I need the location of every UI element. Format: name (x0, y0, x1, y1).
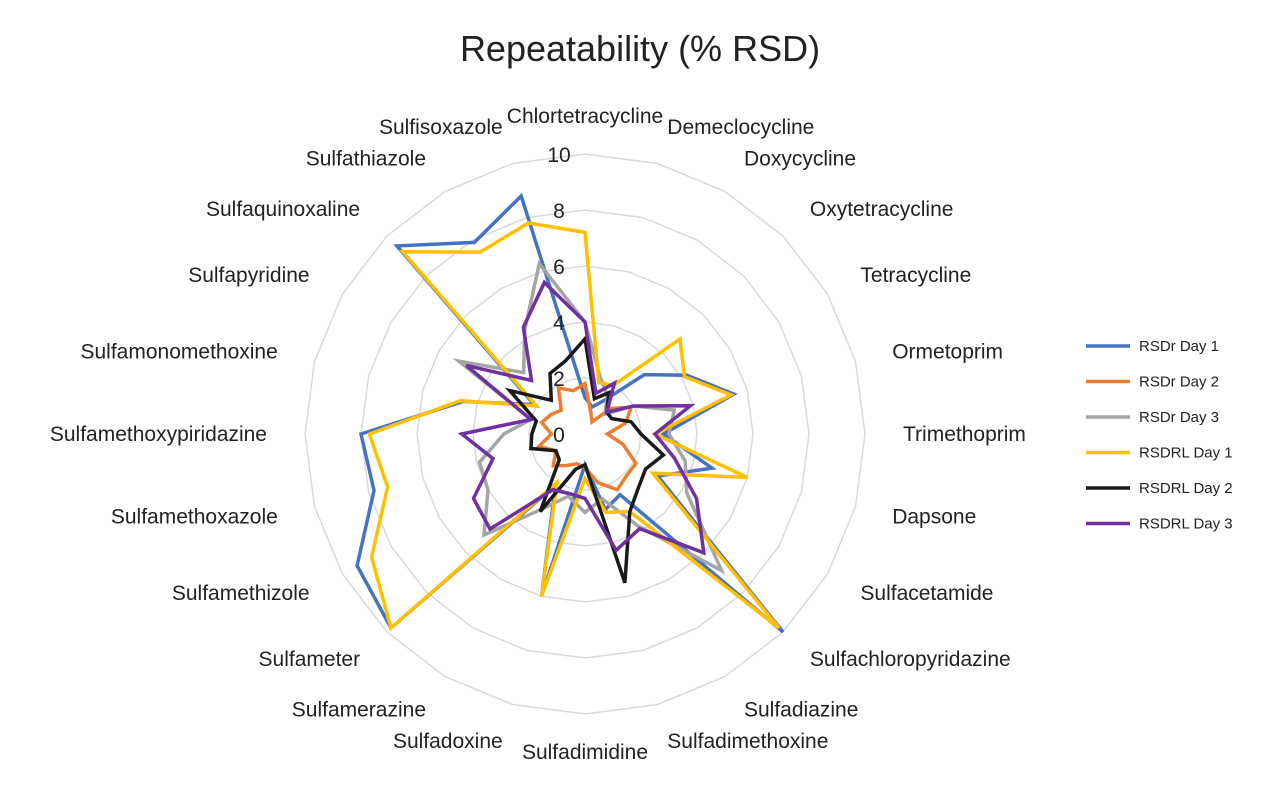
series-line-6 (457, 279, 706, 556)
category-label: Sulfacetamide (860, 582, 993, 605)
series-layer (355, 192, 785, 634)
grid-ring (416, 265, 754, 603)
category-label: Oxytetracycline (810, 198, 954, 221)
category-label: Sulfachloropyridazine (810, 648, 1011, 671)
category-label: Sulfathiazole (306, 148, 426, 171)
tick-label: 0 (553, 424, 565, 447)
series-line-5 (504, 334, 667, 584)
category-label: Trimethoprim (903, 423, 1026, 446)
category-label: Sulfadimidine (522, 741, 648, 764)
tick-label: 10 (547, 144, 570, 167)
grid-ring (304, 153, 866, 715)
tick-label: 2 (553, 368, 565, 391)
category-label: Sulfadimethoxine (667, 730, 828, 753)
legend-label: RSDRL Day 2 (1139, 480, 1233, 497)
category-label: Sulfamerazine (292, 698, 426, 721)
legend-label: RSDRL Day 1 (1139, 445, 1233, 462)
category-labels: Chlortetracycline Demeclocycline Doxycycli… (50, 105, 1026, 764)
category-label: Sulfapyridine (188, 264, 309, 287)
category-label: Ormetoprim (892, 341, 1003, 364)
series-line-4 (367, 221, 781, 632)
category-label: Sulfaquinoxaline (206, 198, 360, 221)
radial-tick-labels: 0 2 4 6 8 10 (547, 144, 570, 447)
category-label: Tetracycline (860, 264, 971, 287)
grid-ring (472, 321, 698, 547)
category-label: Demeclocycline (667, 116, 814, 139)
tick-label: 8 (553, 200, 565, 223)
category-label: Sulfameter (259, 648, 361, 671)
legend-label: RSDr Day 1 (1139, 338, 1219, 355)
category-label: Sulfisoxazole (379, 116, 503, 139)
tick-label: 6 (553, 256, 565, 279)
category-label: Dapsone (892, 505, 976, 528)
chart-title: Repeatability (% RSD) (460, 28, 820, 69)
legend-label: RSDRL Day 3 (1139, 516, 1233, 533)
category-label: Sulfamethizole (172, 582, 310, 605)
tick-label: 4 (553, 312, 565, 335)
category-label: Sulfamethoxypiridazine (50, 423, 267, 446)
category-label: Doxycycline (744, 148, 856, 171)
radar-grid (304, 153, 866, 715)
legend-label: RSDr Day 2 (1139, 374, 1219, 391)
category-label: Sulfadoxine (393, 730, 503, 753)
grid-ring (360, 209, 810, 659)
legend: RSDr Day 1 RSDr Day 2 RSDr Day 3 RSDRL Day … (1086, 338, 1233, 533)
category-label: Chlortetracycline (507, 105, 663, 128)
category-label: Sulfamethoxazole (111, 505, 278, 528)
category-label: Sulfamonomethoxine (81, 341, 278, 364)
category-label: Sulfadiazine (744, 698, 858, 721)
legend-label: RSDr Day 3 (1139, 409, 1219, 426)
